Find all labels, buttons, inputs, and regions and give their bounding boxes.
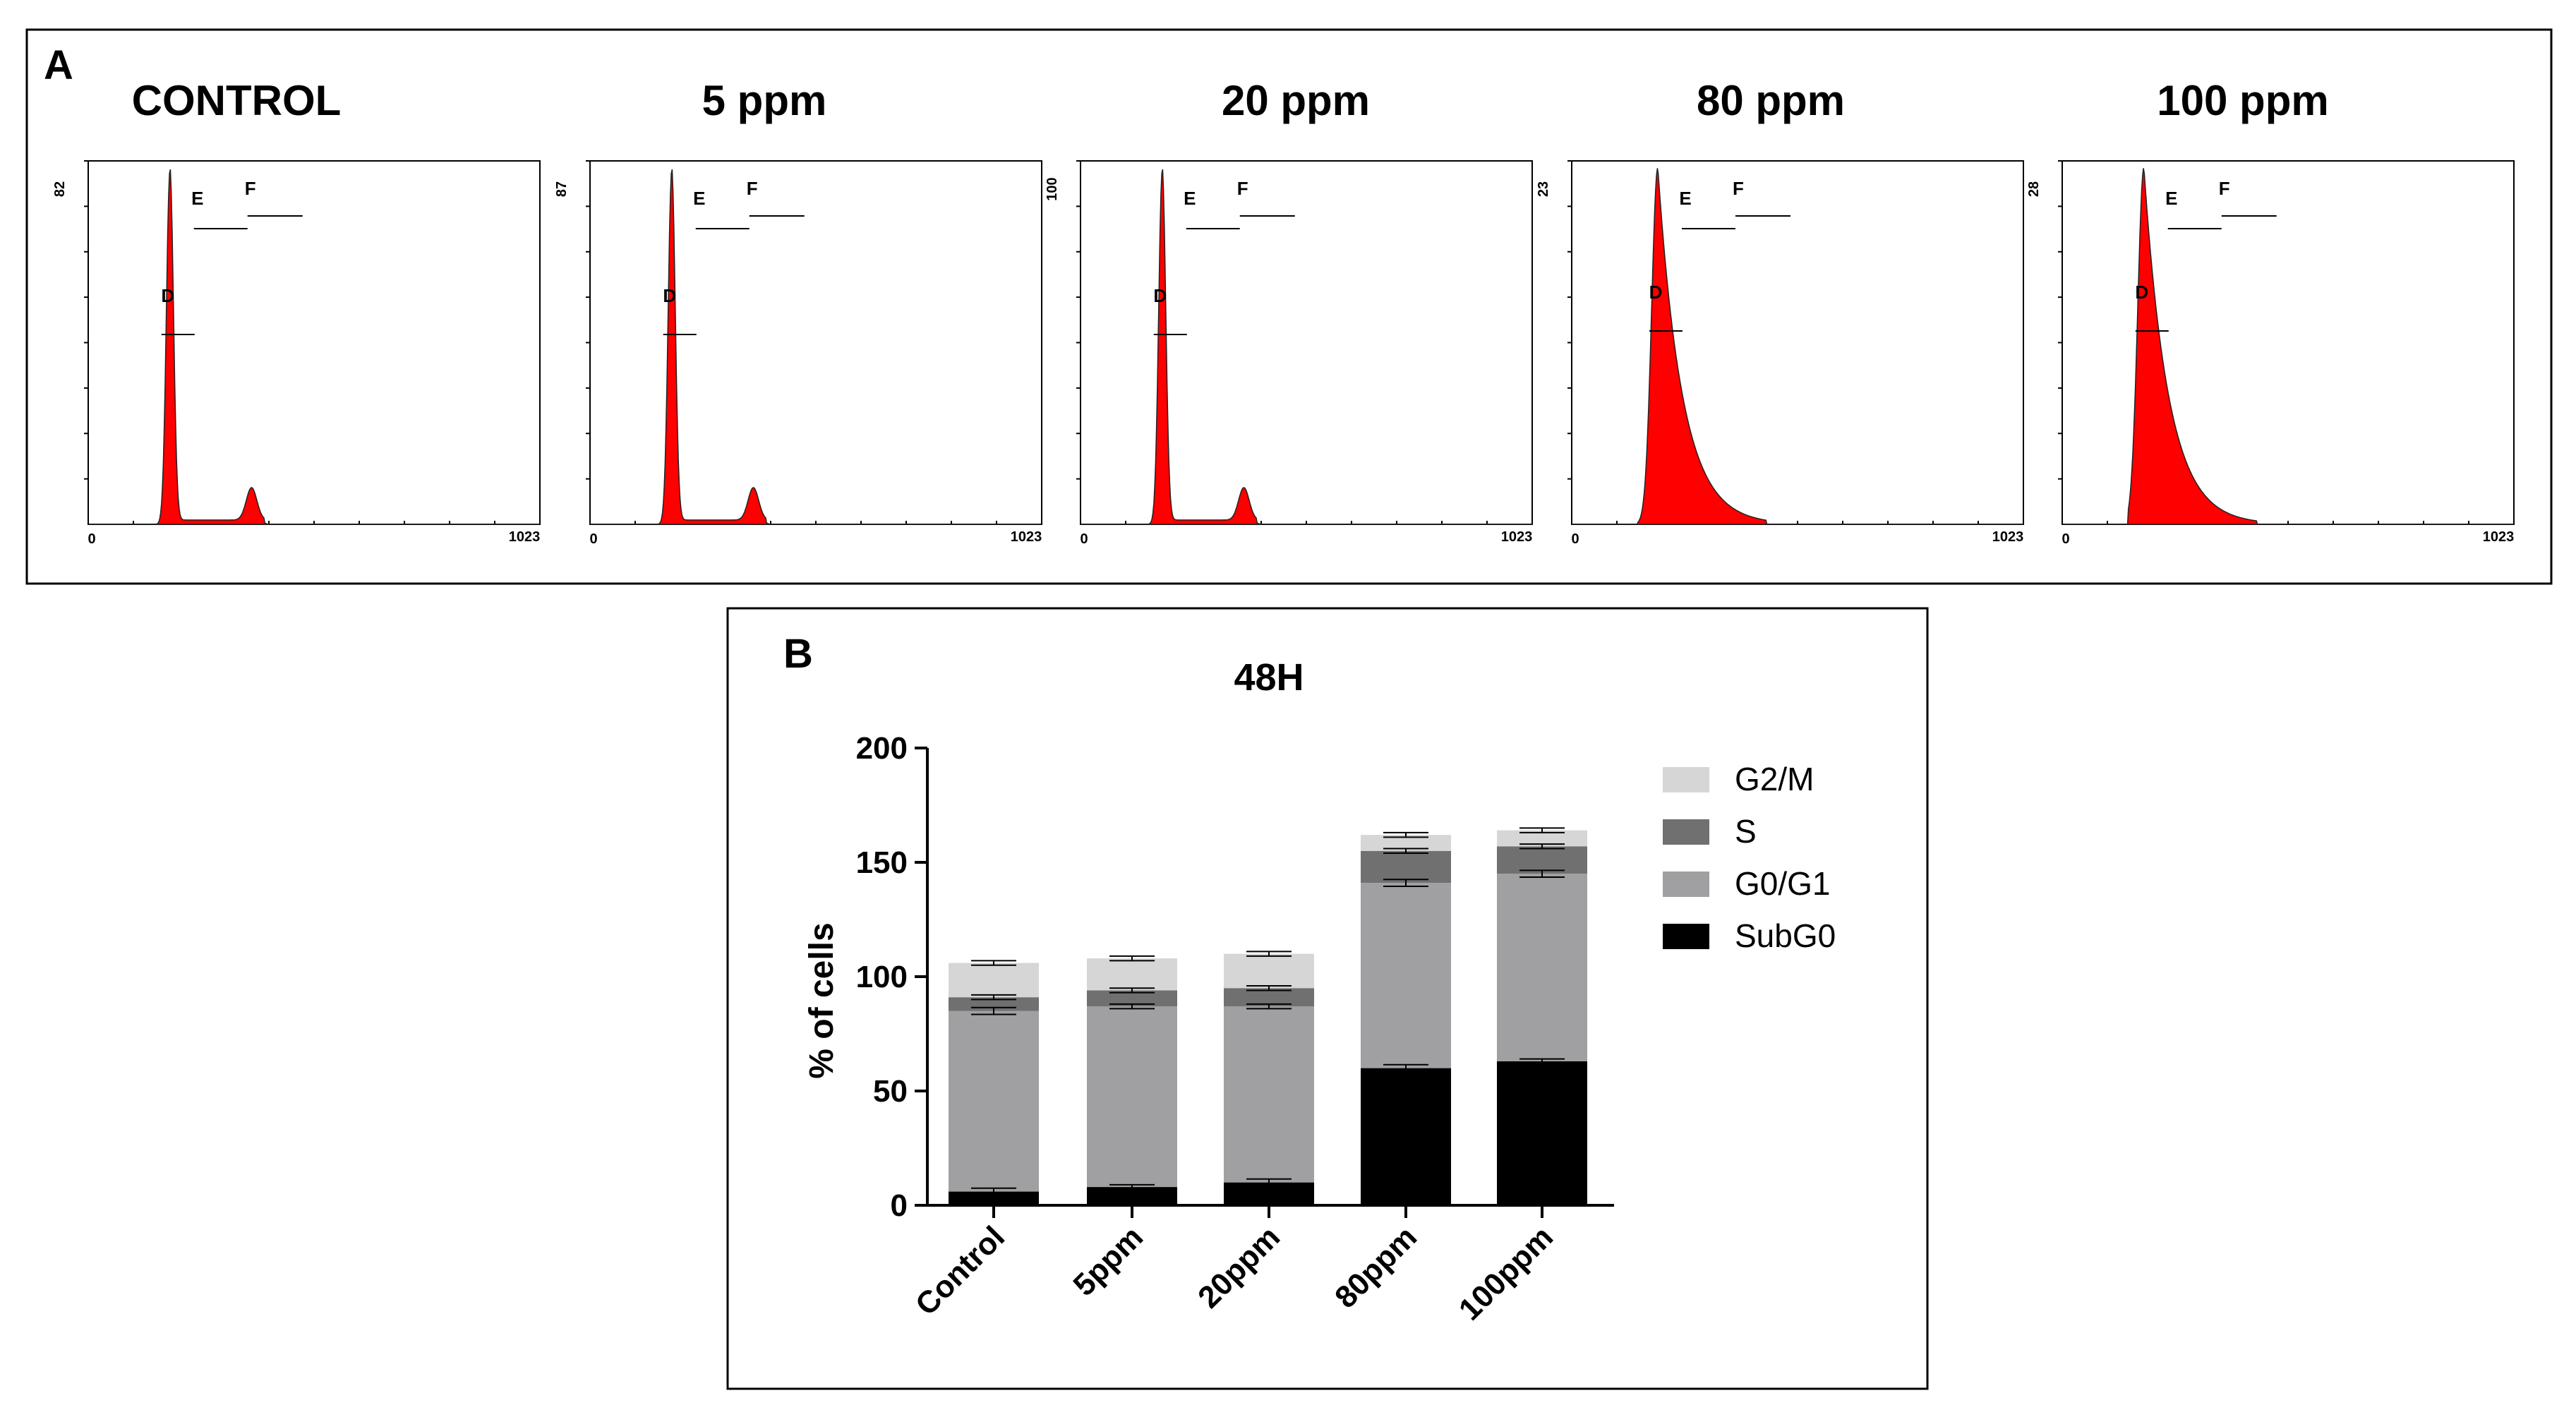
gate-label: D <box>2135 282 2148 303</box>
bar-segment-s <box>1361 850 1451 884</box>
y-axis-max-label: 100 <box>1045 177 1060 200</box>
histogram-1: CONTROL D E F 0 1023 82 <box>52 77 541 547</box>
legend: G2/M S G0/G1 SubG0 <box>1663 761 1836 954</box>
x-tick-label: 20ppm <box>1191 1219 1287 1315</box>
bar-segment-g0g1 <box>949 1011 1039 1192</box>
legend-label: G0/G1 <box>1735 865 1831 902</box>
histogram-2: 5 ppm D E F 0 1023 87 <box>554 77 1042 547</box>
y-axis-max-label: 82 <box>52 181 68 197</box>
legend-label: G2/M <box>1735 761 1814 797</box>
histogram-distribution <box>88 169 540 525</box>
panel-a-frame <box>25 28 2553 585</box>
histogram-distribution <box>2062 168 2514 525</box>
bar-segment-s <box>1497 846 1587 874</box>
bar-segment-g2m <box>1497 830 1587 847</box>
gate-label: E <box>2165 188 2177 209</box>
legend-label: S <box>1735 813 1757 850</box>
bar-segment-g0g1 <box>1224 1006 1314 1183</box>
x-tick-label: 5ppm <box>1066 1219 1150 1303</box>
bar-segment-g2m <box>1087 958 1177 991</box>
panel-b-label: B <box>783 631 813 677</box>
gate-label: E <box>693 188 705 209</box>
y-axis-max-label: 28 <box>2026 181 2042 197</box>
histogram-5: 100 ppm D E F 0 1023 28 <box>2026 77 2515 547</box>
bar-segment-g0g1 <box>1361 883 1451 1068</box>
x-axis-min-label: 0 <box>1571 531 1579 547</box>
gate-label: F <box>245 178 256 199</box>
gate-label: D <box>663 285 676 306</box>
histogram-frame <box>1080 160 1533 525</box>
histogram-frame <box>589 160 1042 525</box>
bar-segment-subg0 <box>1497 1061 1587 1205</box>
x-axis-max-label: 1023 <box>1011 529 1042 545</box>
x-tick-label: Control <box>909 1219 1011 1322</box>
histogram-title: 5 ppm <box>702 77 827 124</box>
gate-label: D <box>1153 285 1167 306</box>
gate-label: E <box>191 188 203 209</box>
y-axis-max-label: 87 <box>554 181 570 197</box>
gate-label: E <box>1679 188 1691 209</box>
x-tick-label: 100ppm <box>1452 1219 1560 1327</box>
gate-label: F <box>1733 178 1744 199</box>
x-axis-min-label: 0 <box>1080 531 1088 547</box>
x-axis-min-label: 0 <box>88 531 95 547</box>
histogram-title: CONTROL <box>132 77 342 124</box>
legend-swatch <box>1663 872 1709 897</box>
y-axis-max-label: 23 <box>1536 181 1551 197</box>
x-axis-max-label: 1023 <box>1992 529 2024 545</box>
histogram-title: 100 ppm <box>2157 77 2328 124</box>
panel-b-frame <box>726 607 1929 1390</box>
error-bars <box>971 827 1565 1196</box>
x-axis-max-label: 1023 <box>1501 529 1533 545</box>
x-axis-max-label: 1023 <box>509 529 541 545</box>
bar-segment-g0g1 <box>1087 1006 1177 1188</box>
histogram-3: 20 ppm D E F 0 1023 100 <box>1045 77 1533 547</box>
gate-label: D <box>161 285 174 306</box>
gate-label: D <box>1649 282 1663 303</box>
bar-segment-subg0 <box>1361 1068 1451 1205</box>
legend-swatch <box>1663 767 1709 792</box>
legend-swatch <box>1663 924 1709 949</box>
stacked-bar-chart: 48H % of cells 0 50 100 150 200 Control 5ppm 20… <box>803 656 1836 1327</box>
gate-label: E <box>1184 188 1196 209</box>
gate-label: F <box>2219 178 2230 199</box>
y-tick-label: 50 <box>873 1074 908 1109</box>
histogram-distribution <box>1081 169 1532 525</box>
histogram-frame <box>1571 160 2024 525</box>
legend-label: SubG0 <box>1735 917 1836 954</box>
histogram-distribution <box>1572 168 2023 525</box>
bars <box>949 830 1587 1205</box>
bar-segment-s <box>1224 988 1314 1007</box>
bar-segment-g2m <box>949 963 1039 998</box>
histogram-title: 80 ppm <box>1697 77 1845 124</box>
y-tick-label: 200 <box>856 731 908 766</box>
y-tick-label: 150 <box>856 845 908 880</box>
y-axis-label: % of cells <box>803 922 841 1078</box>
histogram-4: 80 ppm D E F 0 1023 23 <box>1536 77 2024 547</box>
histogram-group: CONTROL D E F 0 1023 82 5 ppm D E F 0 1023 87 20 ppm D E… <box>52 77 2515 547</box>
x-axis-min-label: 0 <box>589 531 597 547</box>
histogram-frame <box>88 160 541 525</box>
x-axis-max-label: 1023 <box>2483 529 2515 545</box>
bar-segment-subg0 <box>1087 1187 1177 1205</box>
legend-swatch <box>1663 819 1709 845</box>
histogram-frame <box>2062 160 2515 525</box>
x-axis-min-label: 0 <box>2062 531 2069 547</box>
histogram-distribution <box>590 169 1042 525</box>
bar-segment-s <box>1087 990 1177 1007</box>
gate-label: F <box>747 178 758 199</box>
panel-a-label: A <box>44 42 73 88</box>
chart-title: 48H <box>1234 656 1304 699</box>
bar-segment-g0g1 <box>1497 874 1587 1061</box>
y-tick-label: 0 <box>891 1188 908 1223</box>
bar-segment-g2m <box>1361 835 1451 851</box>
histogram-title: 20 ppm <box>1222 77 1370 124</box>
x-tick-label: 80ppm <box>1328 1219 1424 1315</box>
gate-label: F <box>1237 178 1248 199</box>
bar-segment-g2m <box>1224 953 1314 989</box>
y-tick-label: 100 <box>856 960 908 994</box>
